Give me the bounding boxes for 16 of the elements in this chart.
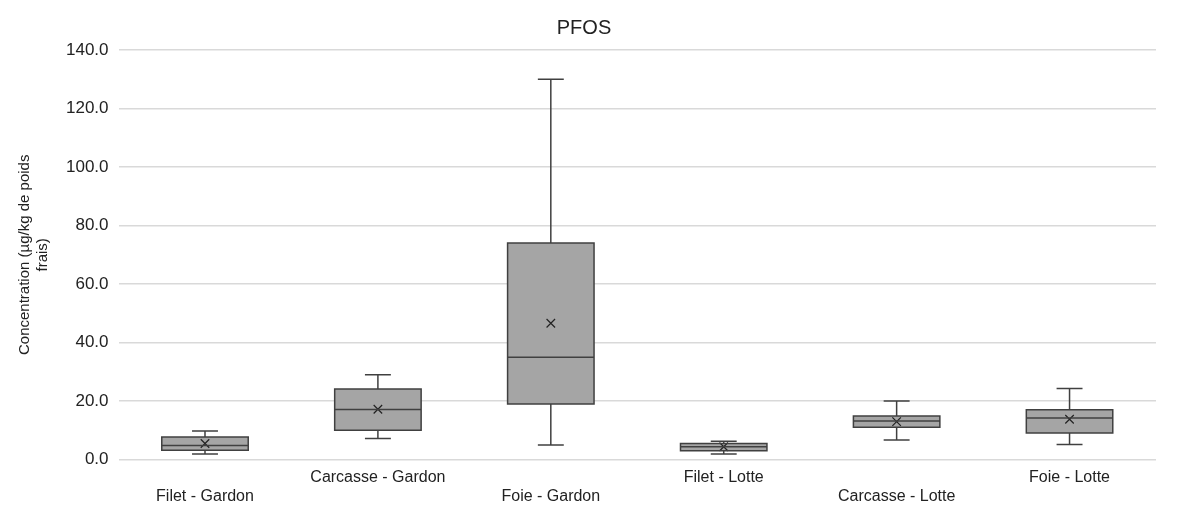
y-tick-label: 0.0 [84, 449, 109, 469]
y-tick-label: 140.0 [65, 39, 109, 59]
y-tick-label: 120.0 [65, 98, 109, 118]
y-tick-label: 20.0 [75, 390, 109, 410]
y-tick-label: 60.0 [75, 273, 109, 293]
x-tick-label: Filet - Lotte [683, 467, 764, 485]
y-axis-title: Concentration (µg/kg de poids frais) [15, 154, 51, 356]
x-tick-label: Carcasse - Lotte [837, 486, 956, 504]
y-tick-label: 80.0 [75, 215, 109, 235]
x-tick-label: Carcasse - Gardon [310, 467, 446, 485]
chart-title: PFOS [556, 15, 612, 38]
y-tick-label: 40.0 [75, 332, 109, 352]
x-tick-label: Filet - Gardon [156, 486, 254, 504]
x-tick-label: Foie - Lotte [1029, 467, 1111, 485]
y-tick-label: 100.0 [65, 156, 109, 176]
x-tick-label: Foie - Gardon [501, 486, 601, 504]
